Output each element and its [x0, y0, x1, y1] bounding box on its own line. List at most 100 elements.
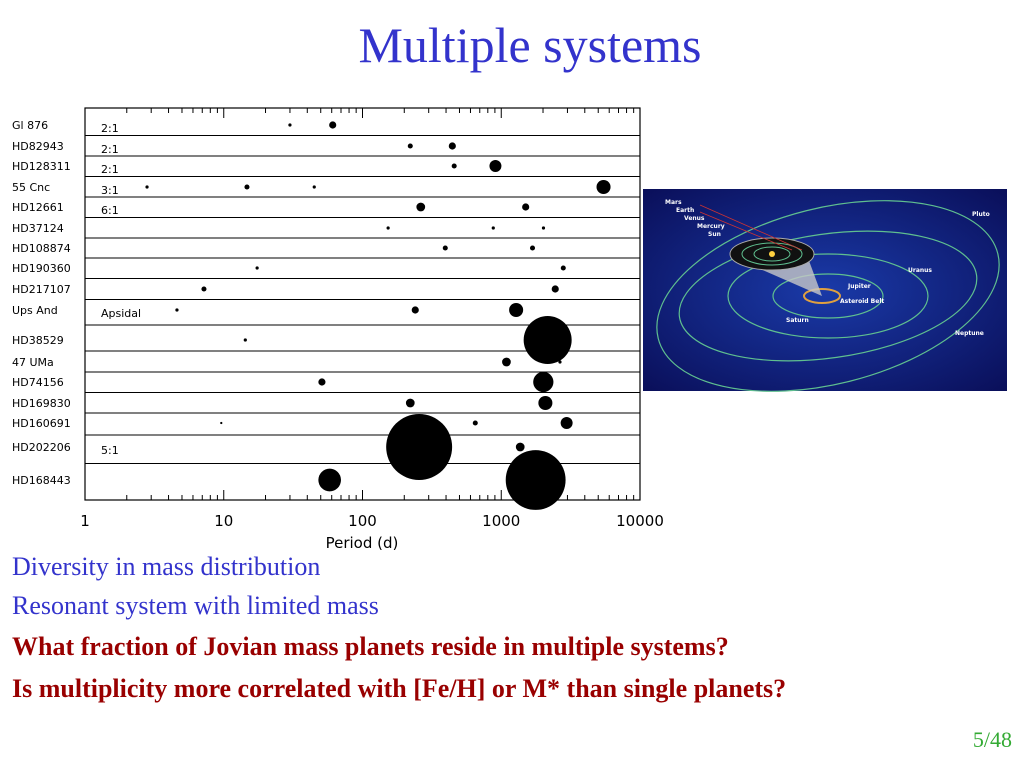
bullet: Resonant system with limited mass	[12, 591, 379, 620]
orbit	[772, 273, 884, 319]
planet	[318, 378, 326, 386]
row-label: Gl 876	[12, 119, 48, 132]
image-label: Uranus	[908, 267, 932, 274]
pointer	[699, 204, 803, 251]
planet	[538, 395, 553, 411]
planet	[541, 226, 546, 230]
bullet: Is multiplicity more correlated with [Fe…	[12, 674, 786, 703]
row-label: HD108874	[12, 242, 71, 255]
planet	[522, 203, 530, 211]
x-tick-label: 10000	[616, 512, 664, 530]
planet	[243, 338, 247, 342]
planet	[523, 316, 572, 364]
row-note: 2:1	[101, 122, 119, 135]
planet	[596, 179, 611, 195]
planet	[551, 285, 559, 293]
asteroid-belt	[803, 288, 841, 304]
bullet: Diversity in mass distribution	[12, 552, 320, 581]
row-note: 2:1	[101, 163, 119, 176]
bullet-list: Diversity in mass distribution Resonant s…	[12, 552, 786, 703]
pointer	[699, 211, 793, 251]
x-tick-label: 10	[214, 512, 233, 530]
x-tick-label: 1	[80, 512, 90, 530]
image-label: Earth	[676, 207, 694, 214]
slide-title: Multiple systems	[358, 17, 701, 73]
planet	[220, 421, 223, 425]
row-label: HD74156	[12, 376, 64, 389]
bullet: What fraction of Jovian mass planets res…	[12, 632, 729, 661]
row-label: 55 Cnc	[12, 181, 50, 194]
planet	[560, 417, 573, 429]
chart: 1 10 100 1000 10000 Period (d) Gl 876 2:1 HD8294…	[12, 107, 664, 552]
planet	[491, 226, 495, 230]
planet	[558, 360, 562, 364]
row-note: 3:1	[101, 184, 119, 197]
image-label: Sun	[708, 231, 721, 238]
planet	[329, 121, 337, 129]
planet	[244, 184, 250, 190]
row-label: HD37124	[12, 222, 64, 235]
image-label: Jupiter	[847, 283, 871, 290]
planet	[407, 143, 413, 149]
planet	[529, 245, 536, 251]
planet	[451, 163, 457, 169]
x-tick-label: 100	[348, 512, 377, 530]
plot-frame	[84, 107, 641, 501]
orbit	[753, 246, 791, 262]
row-label: HD160691	[12, 417, 71, 430]
planet	[416, 202, 426, 212]
orbit	[741, 242, 803, 266]
x-tick-label: 1000	[482, 512, 520, 530]
planet	[472, 420, 478, 426]
row-label: HD168443	[12, 474, 71, 487]
planet	[255, 266, 259, 270]
planet	[505, 450, 566, 510]
planet	[288, 123, 292, 127]
row-label: HD38529	[12, 334, 64, 347]
image-label: Mercury	[697, 223, 725, 230]
row-note: 6:1	[101, 204, 119, 217]
row-note: 5:1	[101, 444, 119, 457]
image-label: Neptune	[955, 330, 984, 337]
orbit	[727, 253, 929, 339]
orbit	[678, 230, 978, 362]
planet	[509, 302, 524, 318]
planet	[515, 442, 525, 452]
planet	[318, 468, 341, 492]
row-note: 2:1	[101, 143, 119, 156]
planet	[175, 308, 179, 312]
row-label: Ups And	[12, 304, 58, 317]
image-label: Pluto	[972, 211, 990, 218]
row-label: 47 UMa	[12, 356, 54, 369]
planet	[442, 245, 448, 251]
row-label: HD202206	[12, 441, 71, 454]
image-label: Venus	[684, 215, 705, 222]
planet	[411, 306, 419, 314]
planet	[201, 286, 207, 292]
planet	[533, 371, 554, 393]
row-label: HD12661	[12, 201, 64, 214]
planet	[386, 414, 453, 480]
planet	[312, 185, 316, 189]
row-label: HD217107	[12, 283, 71, 296]
planet	[448, 142, 456, 150]
sun	[769, 251, 775, 257]
planet	[386, 226, 390, 230]
orbit	[656, 200, 1000, 392]
image-label: Asteroid Belt	[840, 298, 884, 305]
planet	[489, 160, 502, 172]
row-label: HD169830	[12, 397, 71, 410]
planet	[560, 265, 566, 271]
image-label: Saturn	[786, 317, 809, 324]
planet	[502, 357, 511, 367]
row-label: HD128311	[12, 160, 71, 173]
row-label: HD190360	[12, 262, 71, 275]
row-note: Apsidal	[101, 307, 141, 320]
row-label: HD82943	[12, 140, 64, 153]
image-label: Mars	[665, 199, 682, 206]
planet	[405, 398, 415, 408]
planet	[145, 185, 149, 189]
x-axis-label: Period (d)	[326, 534, 399, 552]
